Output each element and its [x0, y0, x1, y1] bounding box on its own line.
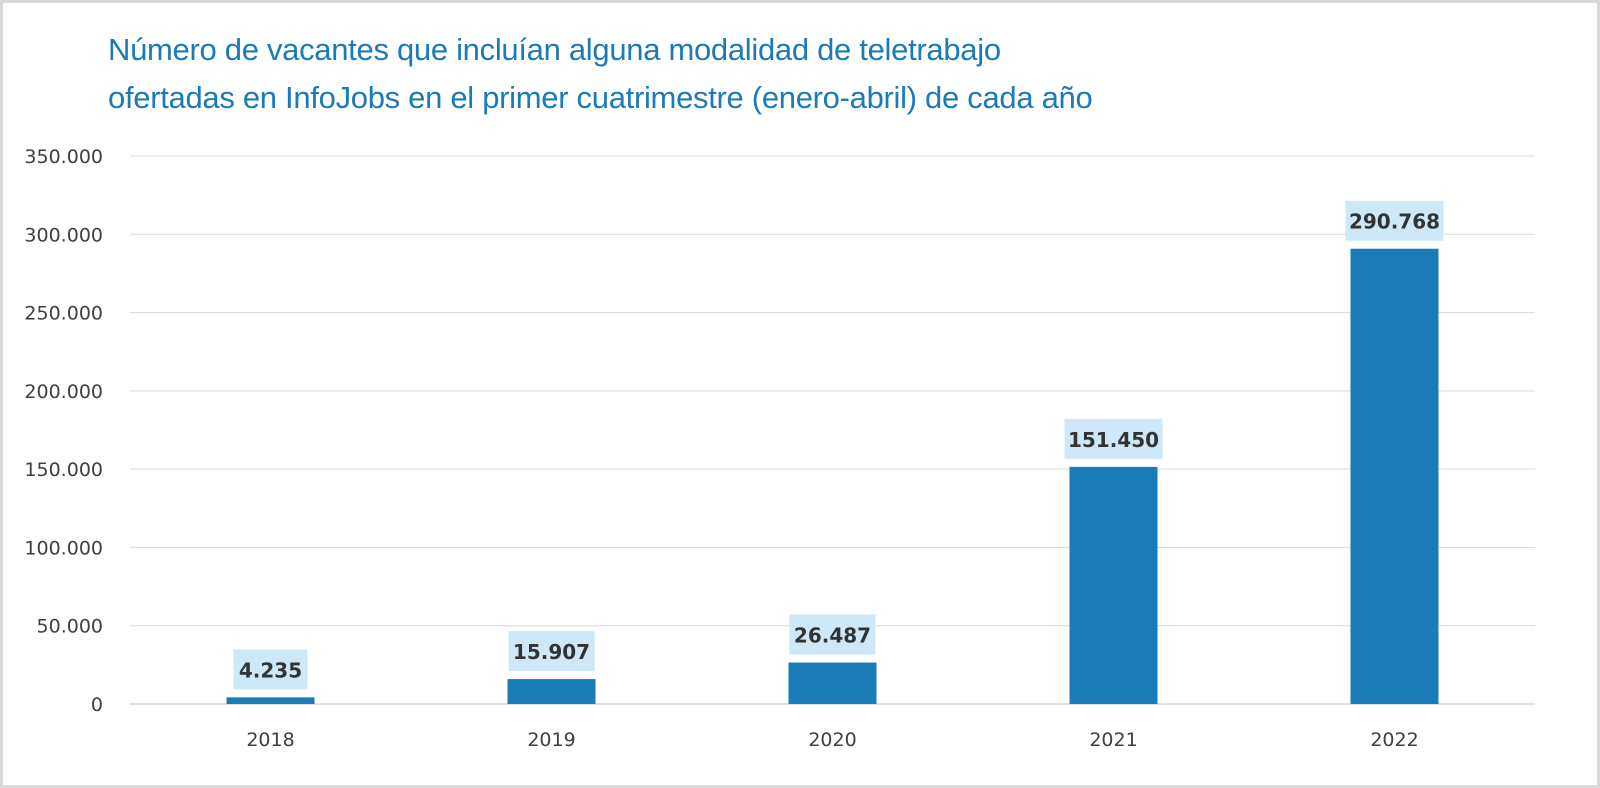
x-tick-label: 2019: [527, 729, 575, 751]
data-label: 151.450: [1068, 428, 1159, 452]
chart-title-line-1: Número de vacantes que incluían alguna m…: [108, 32, 1001, 67]
x-tick-label: 2022: [1370, 729, 1418, 751]
data-label-box: [1064, 418, 1163, 459]
x-tick-label: 2018: [246, 729, 294, 751]
bar-2022: [1350, 248, 1439, 704]
data-label: 15.907: [513, 640, 590, 664]
y-tick-label: 350.000: [24, 146, 103, 168]
y-tick-label: 100.000: [24, 537, 103, 559]
y-tick-label: 250.000: [24, 303, 103, 325]
bar-2021: [1069, 466, 1158, 704]
chart-title: Número de vacantes que incluían alguna m…: [108, 26, 1093, 122]
data-label: 4.235: [239, 658, 302, 682]
y-tick-label: 0: [91, 694, 103, 716]
data-label: 290.768: [1349, 210, 1440, 234]
bar-2019: [507, 679, 596, 704]
chart-title-line-2: ofertadas en InfoJobs en el primer cuatr…: [108, 80, 1093, 115]
x-tick-label: 2021: [1089, 729, 1137, 751]
data-label-box: [233, 649, 308, 690]
data-label-box: [1345, 200, 1444, 241]
y-tick-label: 300.000: [24, 224, 103, 246]
bar-2020: [788, 662, 877, 704]
data-label-box: [789, 614, 876, 655]
y-tick-label: 200.000: [24, 381, 103, 403]
bar-2018: [226, 697, 315, 704]
data-label: 26.487: [794, 624, 871, 648]
y-tick-label: 50.000: [37, 616, 103, 638]
x-tick-label: 2020: [808, 729, 856, 751]
y-tick-label: 150.000: [24, 459, 103, 481]
data-label-box: [508, 631, 595, 672]
